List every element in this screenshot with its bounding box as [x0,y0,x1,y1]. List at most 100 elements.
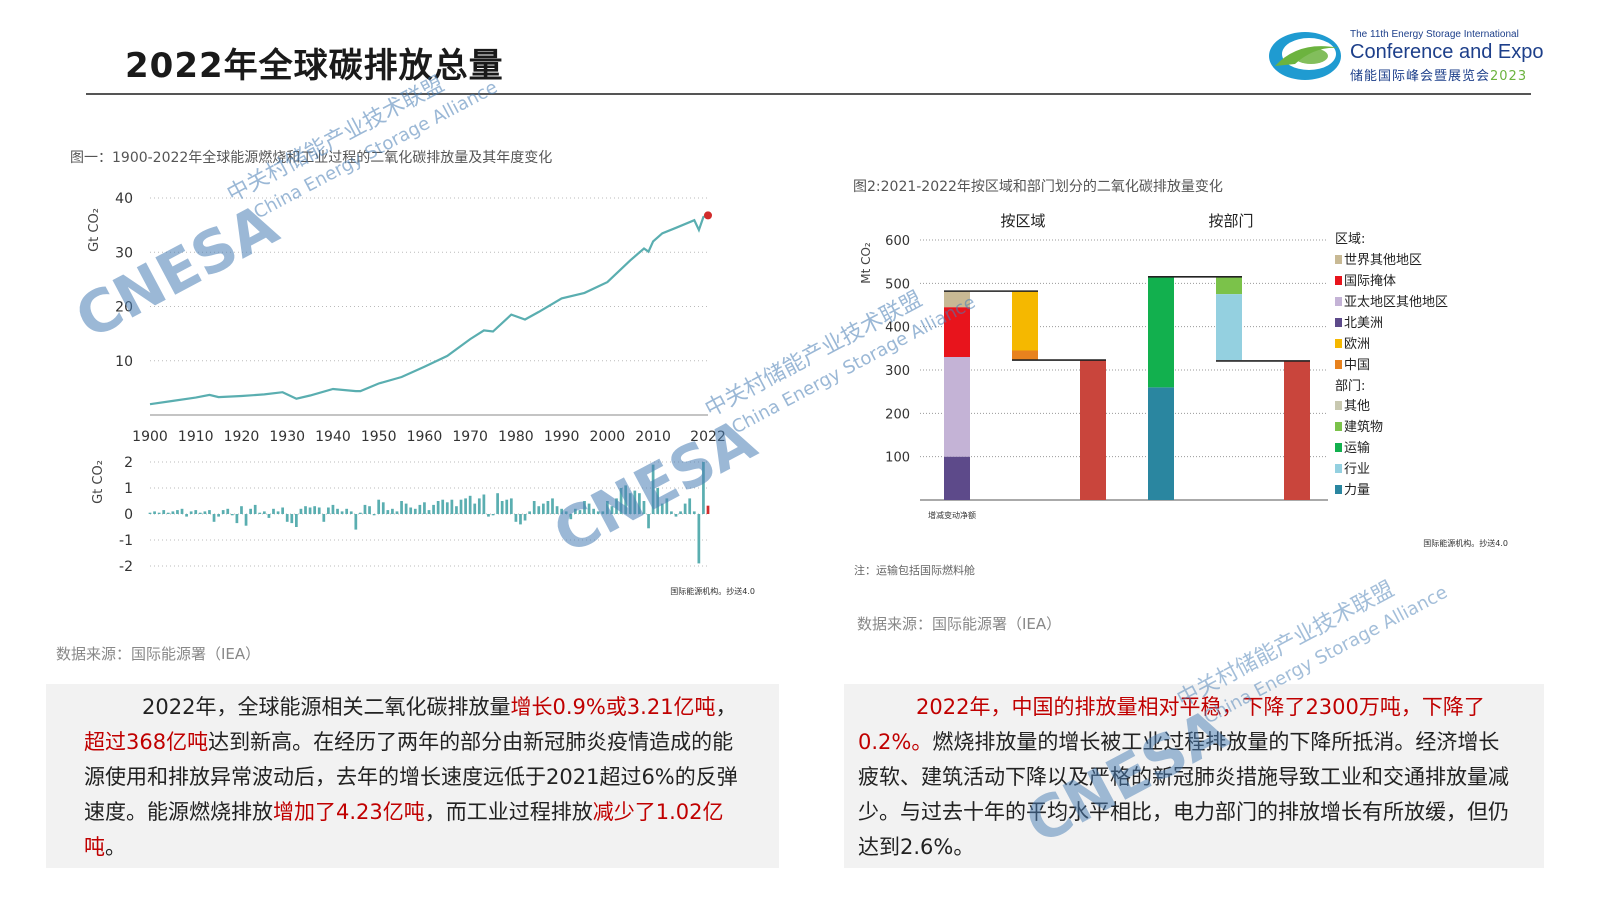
annual-change-bar [651,464,655,514]
waterfall-axis-note: 增减变动净额 [928,510,976,520]
annual-change-bar [674,514,678,517]
annual-change-bar [541,503,545,514]
figure2-caption: 图2:2021-2022年按区域和部门划分的二氧化碳排放量变化 [853,179,1223,195]
annual-change-bar [450,499,454,514]
annual-change-bar [592,508,596,514]
annual-change-bar [235,514,239,524]
sector-increase-segment [1148,387,1174,500]
annual-change-bar [308,507,312,514]
left-text-2: ， [715,695,737,719]
annual-change-bar [688,498,692,514]
annual-change-bar [601,511,605,514]
annual-change-bar [569,514,573,520]
waterfall-ytick-label: 100 [885,451,910,466]
annual-change-bar [203,511,207,514]
bar-ylabel: Gt CO₂ [91,460,106,504]
annual-change-bar [363,504,367,514]
line-xtick-label: 1950 [361,429,397,445]
legend-label: 国际掩体 [1344,274,1396,289]
annual-change-bar [482,494,486,514]
annual-change-bar [198,512,202,514]
annual-change-bar [459,499,463,514]
annual-change-bar [660,503,664,514]
logo-line2: Conference and Expo [1350,41,1544,63]
group-title-region: 按区域 [1000,212,1045,230]
annual-change-bar [638,493,641,514]
annual-change-bar [230,514,234,516]
line-xtick-label: 1960 [407,429,443,445]
waterfall-ytick-label: 600 [885,234,910,249]
legend-region-title: 区域: [1335,232,1365,247]
annual-change-bar [262,511,266,514]
right-highlight-1: 2022年，中国的排放量相对平稳，下降了2300万吨，下降了0.2%。 [858,695,1485,754]
annual-change-bar [276,511,280,514]
annual-change-bar [272,508,275,514]
left-text-3: 达到新高。在经历了两年的部分由新冠肺炎疫情造成的能源使用和排放异常波动后，去年的… [84,730,738,824]
annual-change-bar [226,508,230,514]
annual-change-bar [331,504,335,514]
logo-line1: The 11th Energy Storage International [1350,29,1519,40]
annual-change-bar [359,512,362,514]
bar-ytick-label: -1 [119,533,133,549]
annual-change-bar [642,501,646,514]
region-net-bar [1080,360,1106,500]
group-title-sector: 按部门 [1208,212,1253,230]
line-xtick-label: 1940 [315,429,351,445]
annual-change-bar [349,511,353,514]
annual-change-bar [148,512,152,514]
legend-swatch [1335,339,1342,348]
annual-change-bar [368,506,371,514]
annual-change-bar [153,511,156,514]
waterfall-ytick-label: 500 [885,277,910,292]
annual-change-bar [692,511,696,514]
annual-change-bar [340,511,344,514]
annual-change-bar [606,501,609,514]
annual-change-bar [624,485,628,514]
region-increase-segment [944,456,970,500]
annual-change-bar [523,514,527,521]
figure1-source: 数据来源：国际能源署（IEA） [56,645,261,663]
annual-change-bar [290,514,294,524]
annual-change-bar [171,511,175,514]
annual-change-bar [418,504,422,514]
annual-change-bar [551,498,554,514]
right-summary-panel: 2022年，中国的排放量相对平稳，下降了2300万吨，下降了0.2%。燃烧排放量… [844,684,1544,868]
legend-label: 中国 [1344,358,1370,373]
legend-swatch [1335,401,1342,410]
annual-change-bar [509,498,513,514]
annual-change-bar [697,514,701,564]
left-highlight-1: 增长0.9%或3.21亿吨 [510,695,716,719]
sector-net-bar [1284,360,1310,500]
bar-ytick-label: -2 [119,559,133,575]
waterfall-ytick-label: 400 [885,321,910,336]
legend-sector-title: 部门: [1335,379,1365,394]
waterfall-ytick-label: 200 [885,407,910,422]
line-xtick-label: 2000 [590,429,626,445]
line-2022-marker [704,211,712,220]
annual-change-bar [477,498,481,514]
left-text-5: 。 [105,835,126,859]
annual-change-bar [372,514,376,516]
annual-change-bar [258,512,262,514]
annual-change-bar [528,511,531,514]
legend-swatch [1335,318,1342,327]
annual-change-bar [464,498,467,514]
annual-change-bar [583,501,586,514]
legend-swatch [1335,297,1342,306]
annual-change-bar [267,514,271,518]
annual-change-bar [683,503,687,514]
logo-line3-text: 储能国际峰会暨展览会 [1350,69,1491,84]
annual-change-bar [436,501,440,514]
region-decrease-segment [1012,291,1038,351]
annual-change-bar [162,510,166,514]
sector-decrease-segment [1216,294,1242,361]
annual-change-bar [519,514,522,525]
annual-change-bar [345,508,349,514]
annual-change-bar [304,506,307,514]
annual-change-bar [537,506,541,514]
line-xtick-label: 1980 [498,429,534,445]
legend-label: 其他 [1344,399,1370,414]
region-increase-segment [944,307,970,357]
left-text-4: ，而工业过程排放 [424,800,593,824]
annual-change-bar [670,511,673,514]
